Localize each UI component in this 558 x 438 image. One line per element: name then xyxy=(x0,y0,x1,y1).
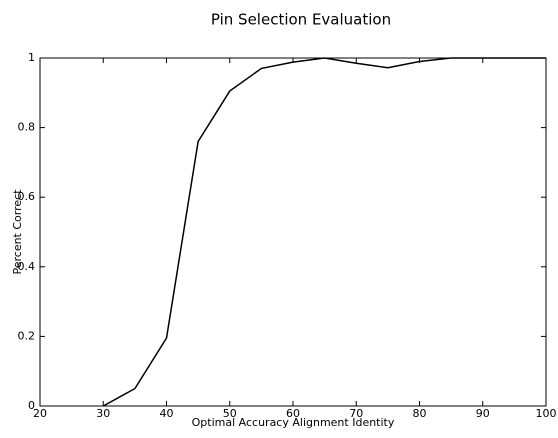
y-tick-label: 0.2 xyxy=(18,329,36,342)
x-axis-label: Optimal Accuracy Alignment Identity xyxy=(192,416,395,429)
x-tick-label: 20 xyxy=(33,407,47,420)
x-tick-label: 80 xyxy=(413,407,427,420)
x-tick-label: 50 xyxy=(223,407,237,420)
plot-frame xyxy=(39,57,547,407)
chart-title: Pin Selection Evaluation xyxy=(211,11,391,29)
y-tick-label: 0.8 xyxy=(18,121,36,134)
x-tick-label: 30 xyxy=(96,407,110,420)
y-axis-label: Percent Correct xyxy=(11,189,24,275)
x-tick-label: 70 xyxy=(349,407,363,420)
y-tick-label: 1 xyxy=(28,51,35,64)
x-tick-label: 40 xyxy=(160,407,174,420)
x-tick-label: 60 xyxy=(286,407,300,420)
data-line xyxy=(102,57,546,407)
x-tick-label: 90 xyxy=(476,407,490,420)
y-tick-label: 0.6 xyxy=(18,190,36,203)
x-tick-label: 100 xyxy=(536,407,557,420)
y-tick-label: 0.4 xyxy=(18,260,36,273)
y-tick-label: 0 xyxy=(28,399,35,412)
